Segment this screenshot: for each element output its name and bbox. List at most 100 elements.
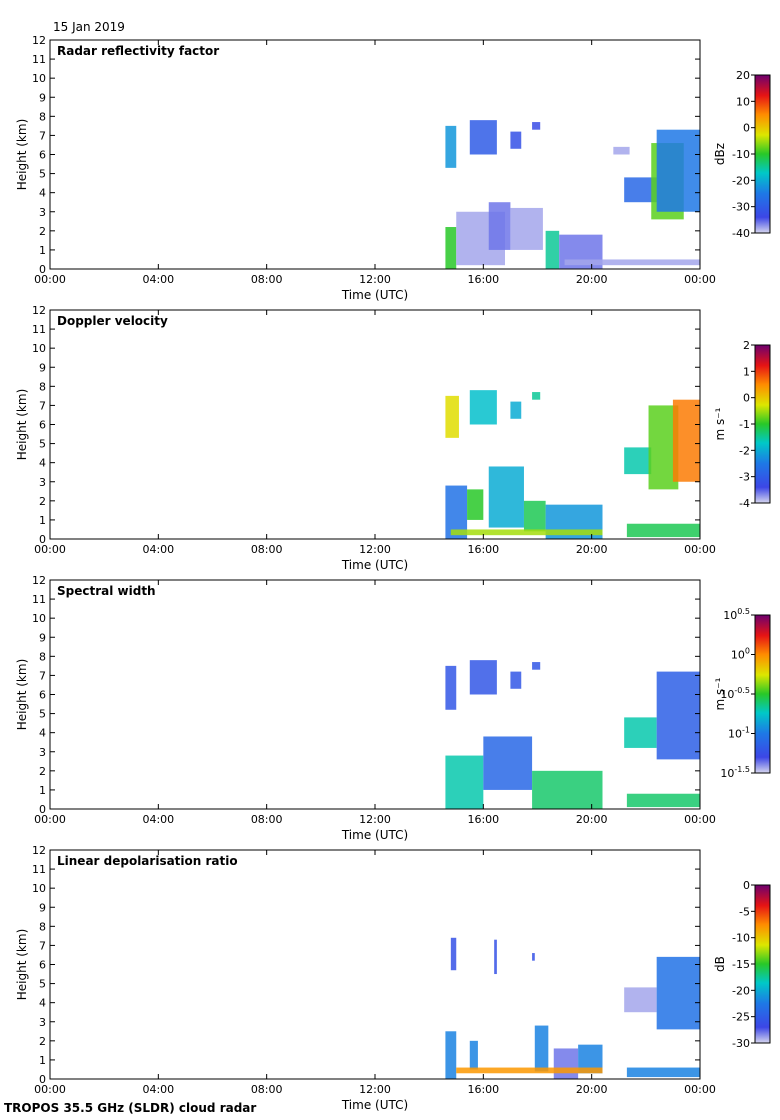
echo-patch xyxy=(672,399,700,482)
echo-patch xyxy=(467,489,484,520)
colorbar xyxy=(754,74,771,234)
x-tick-label: 16:00 xyxy=(467,813,499,826)
x-axis-title: Time (UTC) xyxy=(341,558,408,572)
x-tick-label: 16:00 xyxy=(467,273,499,286)
y-tick-label: 3 xyxy=(39,746,46,759)
echo-patch xyxy=(626,523,700,538)
colorbar-tick-label: -5 xyxy=(739,905,750,918)
x-tick-label: 20:00 xyxy=(576,813,608,826)
panel-title: Radar reflectivity factor xyxy=(57,44,219,58)
echo-patch xyxy=(553,1048,579,1079)
echo-patch xyxy=(624,987,657,1013)
y-tick-label: 5 xyxy=(39,438,46,451)
colorbar-tick-label: 10-1 xyxy=(728,726,750,741)
colorbar xyxy=(754,614,771,774)
y-tick-label: 2 xyxy=(39,765,46,778)
y-tick-label: 3 xyxy=(39,206,46,219)
colorbar-tick-label: -10 xyxy=(732,148,750,161)
x-tick-label: 12:00 xyxy=(359,273,391,286)
colorbar-tick-label: -20 xyxy=(732,174,750,187)
echo-patch xyxy=(656,129,700,212)
colorbar-tick-label: -4 xyxy=(739,497,750,510)
echo-patch xyxy=(626,793,700,808)
colorbar-unit: dBz xyxy=(713,143,727,165)
x-tick-label: 08:00 xyxy=(251,273,283,286)
y-tick-label: 7 xyxy=(39,939,46,952)
y-tick-label: 4 xyxy=(39,997,46,1010)
y-tick-label: 11 xyxy=(32,323,46,336)
colorbar-unit: m s⁻¹ xyxy=(713,407,727,440)
echo-patch xyxy=(510,131,522,149)
echo-patch xyxy=(469,390,497,425)
colorbar-tick-label: -1 xyxy=(739,418,750,431)
y-tick-label: 10 xyxy=(32,342,46,355)
colorbar-tick-label: 100.5 xyxy=(723,607,750,622)
echo-patch xyxy=(456,1067,603,1074)
x-tick-label: 00:00 xyxy=(34,543,66,556)
echo-patch xyxy=(445,227,457,269)
y-tick-label: 7 xyxy=(39,669,46,682)
y-tick-label: 8 xyxy=(39,920,46,933)
y-tick-label: 2 xyxy=(39,495,46,508)
x-axis-title: Time (UTC) xyxy=(341,288,408,302)
echo-patch xyxy=(510,401,522,419)
colorbar-tick-label: 0 xyxy=(743,122,750,135)
colorbar-tick-label: -10 xyxy=(732,932,750,945)
echo-patch xyxy=(445,755,484,809)
x-tick-label: 00:00 xyxy=(34,273,66,286)
echo-patch xyxy=(532,770,603,809)
echo-patch xyxy=(445,665,457,710)
echo-patch xyxy=(656,956,700,1030)
y-tick-label: 12 xyxy=(32,844,46,857)
y-tick-label: 5 xyxy=(39,978,46,991)
colorbar-tick-label: 0 xyxy=(743,879,750,892)
echo-patch xyxy=(564,259,700,266)
x-tick-label: 00:00 xyxy=(34,1083,66,1096)
echo-patch xyxy=(469,1040,478,1070)
x-tick-label: 00:00 xyxy=(684,813,716,826)
echo-patch xyxy=(469,660,497,695)
y-tick-label: 1 xyxy=(39,1054,46,1067)
x-tick-label: 04:00 xyxy=(142,543,174,556)
x-tick-label: 00:00 xyxy=(684,1083,716,1096)
y-tick-label: 8 xyxy=(39,380,46,393)
echo-patch xyxy=(445,1031,457,1079)
colorbar-tick-label: -40 xyxy=(732,227,750,240)
colorbar-tick-label: -25 xyxy=(732,1011,750,1024)
echo-patch xyxy=(494,939,497,975)
y-tick-label: 12 xyxy=(32,34,46,47)
y-tick-label: 0 xyxy=(39,533,46,546)
colorbar xyxy=(754,884,771,1044)
y-tick-label: 6 xyxy=(39,959,46,972)
y-tick-label: 4 xyxy=(39,457,46,470)
x-tick-label: 20:00 xyxy=(576,273,608,286)
colorbar-tick-label: 10 xyxy=(736,95,750,108)
echo-patch xyxy=(483,736,533,790)
x-tick-label: 08:00 xyxy=(251,543,283,556)
colorbar-tick-label: 2 xyxy=(743,339,750,352)
y-tick-label: 0 xyxy=(39,263,46,276)
y-tick-label: 4 xyxy=(39,727,46,740)
y-axis-title: Height (km) xyxy=(15,389,29,460)
y-tick-label: 1 xyxy=(39,514,46,527)
y-tick-label: 6 xyxy=(39,419,46,432)
y-tick-label: 8 xyxy=(39,650,46,663)
echo-patch xyxy=(532,662,541,670)
echo-patch xyxy=(523,500,546,532)
panel-1: Radar reflectivity factor012345678910111… xyxy=(15,34,771,302)
echo-patch xyxy=(534,1025,549,1072)
y-tick-label: 6 xyxy=(39,149,46,162)
colorbar-tick-label: 0 xyxy=(743,392,750,405)
y-tick-label: 3 xyxy=(39,476,46,489)
echo-patch xyxy=(510,671,522,689)
x-tick-label: 08:00 xyxy=(251,813,283,826)
x-tick-label: 00:00 xyxy=(684,543,716,556)
colorbar xyxy=(754,344,771,504)
panel-title: Spectral width xyxy=(57,584,156,598)
colorbar-tick-label: -30 xyxy=(732,201,750,214)
echo-patch xyxy=(510,207,543,250)
y-axis-title: Height (km) xyxy=(15,929,29,1000)
